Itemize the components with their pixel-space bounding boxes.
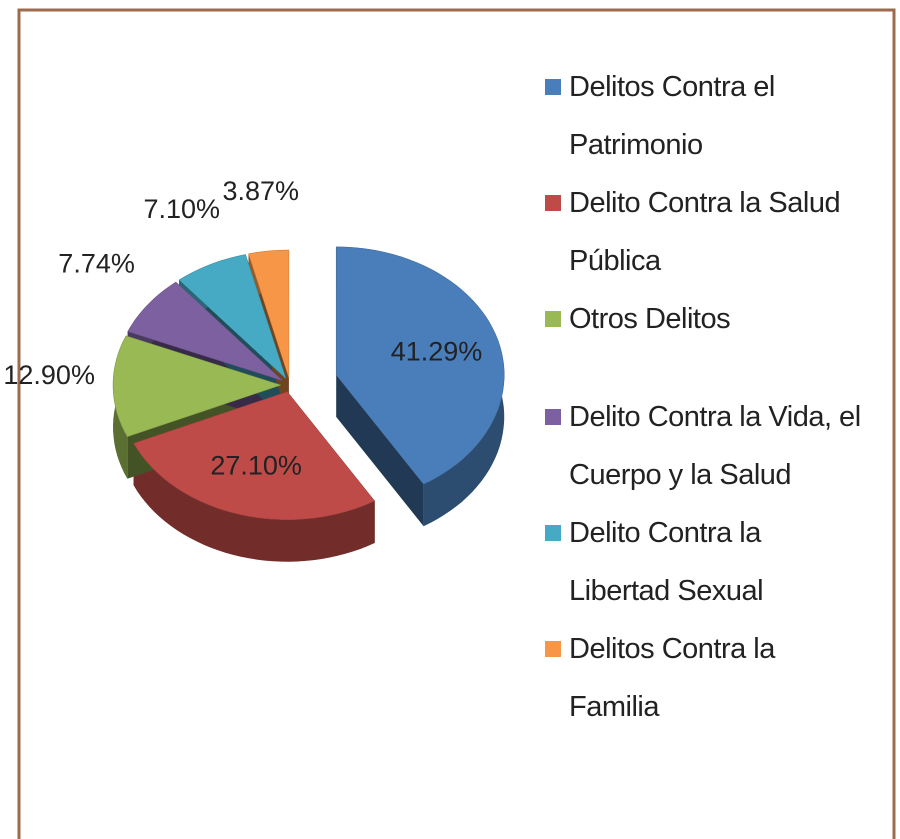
data-label: 7.10% (143, 194, 220, 224)
pie-tops (112, 246, 505, 520)
slice (335, 246, 505, 485)
frame (17, 8, 896, 839)
data-label: 3.87% (223, 176, 300, 206)
legend-swatch (545, 311, 561, 327)
legend-swatch (545, 409, 561, 425)
slice (112, 335, 282, 438)
slice (178, 254, 287, 380)
legend-item: Delitos Contra el Patrimonio (545, 58, 865, 174)
legend-label: Delito Contra la Vida, el Cuerpo y la Sa… (569, 401, 861, 491)
legend: Delitos Contra el Patrimonio Delito Contr… (545, 58, 865, 736)
legend-label: Delitos Contra el Patrimonio (569, 71, 775, 161)
data-label: 27.10% (210, 451, 302, 481)
slice (133, 391, 376, 520)
legend-swatch (545, 525, 561, 541)
legend-item: Delito Contra la Salud Pública (545, 174, 865, 290)
legend-item: Delitos Contra la Familia (545, 620, 865, 736)
legend-label: Delito Contra la Libertad Sexual (569, 517, 764, 607)
slice-edge (133, 443, 375, 562)
data-label: 7.74% (58, 249, 135, 279)
legend-label: Delitos Contra la Familia (569, 633, 775, 723)
data-label: 12.90% (3, 360, 95, 390)
legend-swatch (545, 79, 561, 95)
slice-side (336, 374, 424, 527)
slice (248, 249, 290, 379)
data-label: 41.29% (391, 337, 483, 367)
legend-swatch (545, 641, 561, 657)
legend-item: Otros Delitos (545, 290, 865, 348)
legend-label: Delito Contra la Salud Pública (569, 187, 841, 277)
legend-item: Delito Contra la Vida, el Cuerpo y la Sa… (545, 388, 865, 504)
legend-swatch (545, 195, 561, 211)
legend-label: Otros Delitos (569, 303, 731, 335)
legend-item: Delito Contra la Libertad Sexual (545, 504, 865, 620)
slice (127, 281, 283, 382)
